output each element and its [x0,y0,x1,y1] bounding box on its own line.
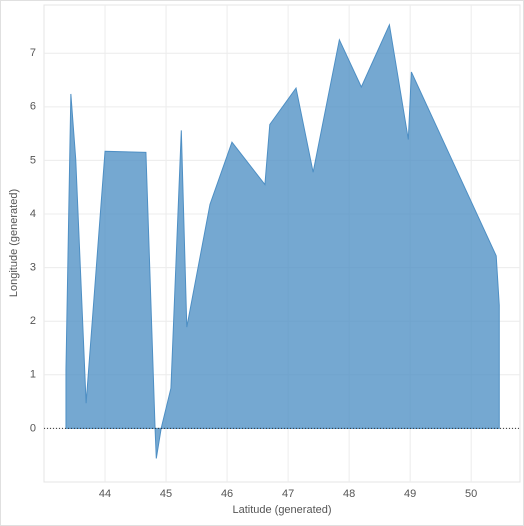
y-tick-label: 5 [30,154,36,166]
plot-frame [43,4,521,483]
y-tick-label: 2 [30,315,36,327]
x-tick-label: 46 [221,488,233,500]
x-axis-label: Latitude (generated) [232,504,331,516]
y-tick-label: 0 [30,422,36,434]
y-tick-label: 3 [30,262,36,274]
x-tick-label: 47 [282,488,294,500]
x-tick-label: 50 [465,488,477,500]
y-tick-label: 4 [30,208,36,220]
x-tick-label: 45 [160,488,172,500]
area [65,23,500,459]
y-tick-label: 6 [30,101,36,113]
x-tick-label: 48 [343,488,355,500]
y-tick-label: 7 [30,47,36,59]
x-tick-label: 44 [99,488,111,500]
x-tick-label: 49 [404,488,416,500]
y-tick-label: 1 [30,369,36,381]
y-axis-label: Longitude (generated) [8,189,20,297]
